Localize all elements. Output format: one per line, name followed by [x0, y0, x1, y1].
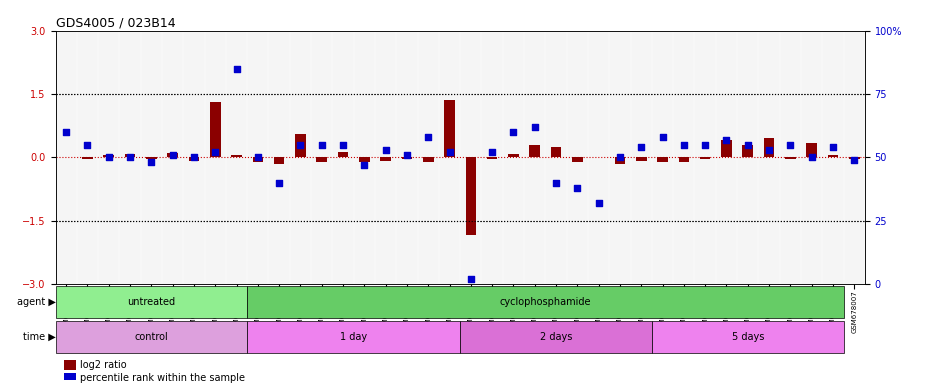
Bar — [401, 157, 413, 159]
Point — [612, 154, 627, 161]
Bar — [231, 155, 241, 157]
Bar — [679, 157, 689, 162]
Point — [80, 142, 95, 148]
Point — [293, 142, 308, 148]
Bar — [125, 154, 135, 157]
Point — [761, 147, 776, 153]
Bar — [529, 145, 540, 157]
Point — [357, 162, 372, 168]
Point — [655, 134, 670, 140]
Text: time ▶: time ▶ — [23, 332, 56, 342]
Point — [229, 66, 244, 72]
FancyBboxPatch shape — [247, 286, 844, 318]
Text: control: control — [134, 332, 168, 342]
Point — [463, 276, 478, 282]
FancyBboxPatch shape — [56, 286, 247, 318]
Bar — [338, 152, 349, 157]
Point — [166, 152, 180, 158]
Bar — [508, 154, 519, 157]
Bar — [722, 140, 732, 157]
Text: 1 day: 1 day — [340, 332, 367, 342]
Bar — [572, 157, 583, 162]
Point — [549, 180, 563, 186]
Bar — [82, 157, 93, 159]
Point — [187, 154, 202, 161]
Point — [144, 159, 159, 166]
Bar — [807, 142, 817, 157]
Point — [123, 154, 138, 161]
Bar — [64, 360, 76, 370]
Bar — [295, 134, 306, 157]
Bar — [635, 157, 647, 161]
Point — [102, 154, 117, 161]
Text: agent ▶: agent ▶ — [17, 297, 55, 307]
Point — [783, 142, 797, 148]
Point — [506, 129, 521, 135]
Point — [378, 147, 393, 153]
Bar — [487, 157, 498, 159]
FancyBboxPatch shape — [247, 321, 461, 353]
FancyBboxPatch shape — [56, 321, 247, 353]
Point — [485, 149, 500, 156]
Bar — [359, 157, 370, 162]
Bar — [657, 157, 668, 162]
Bar — [167, 153, 178, 157]
FancyBboxPatch shape — [652, 321, 844, 353]
Bar — [274, 157, 285, 164]
Point — [591, 200, 606, 206]
Bar — [700, 157, 710, 159]
FancyBboxPatch shape — [461, 321, 652, 353]
Text: percentile rank within the sample: percentile rank within the sample — [80, 372, 245, 382]
Bar — [64, 372, 76, 383]
Bar — [828, 155, 838, 157]
Point — [634, 144, 648, 150]
Bar — [465, 157, 476, 235]
Bar — [785, 157, 795, 159]
Bar — [743, 145, 753, 157]
Text: log2 ratio: log2 ratio — [80, 360, 127, 370]
Point — [740, 142, 755, 148]
Point — [59, 129, 74, 135]
Point — [272, 180, 287, 186]
Bar — [146, 157, 156, 159]
Bar — [316, 157, 327, 162]
Point — [421, 134, 436, 140]
Point — [676, 142, 691, 148]
Bar — [444, 100, 455, 157]
Bar — [380, 157, 391, 161]
Bar — [423, 157, 434, 162]
Point — [804, 154, 819, 161]
Bar — [189, 157, 199, 161]
Point — [208, 149, 223, 156]
Point — [400, 152, 414, 158]
Text: untreated: untreated — [128, 297, 176, 307]
Point — [570, 185, 585, 191]
Point — [697, 142, 712, 148]
Text: 2 days: 2 days — [540, 332, 573, 342]
Point — [314, 142, 329, 148]
Bar — [849, 157, 859, 159]
Bar — [764, 138, 774, 157]
Point — [442, 149, 457, 156]
Bar — [104, 155, 114, 157]
Bar — [253, 157, 264, 162]
Bar — [210, 103, 220, 157]
Point — [846, 157, 861, 163]
Point — [251, 154, 265, 161]
Bar — [614, 157, 625, 164]
Point — [825, 144, 840, 150]
Point — [336, 142, 351, 148]
Text: cyclophosphamide: cyclophosphamide — [500, 297, 591, 307]
Bar — [550, 147, 561, 157]
Text: GDS4005 / 023B14: GDS4005 / 023B14 — [56, 17, 175, 30]
Text: 5 days: 5 days — [732, 332, 764, 342]
Point — [719, 137, 734, 143]
Point — [527, 124, 542, 130]
